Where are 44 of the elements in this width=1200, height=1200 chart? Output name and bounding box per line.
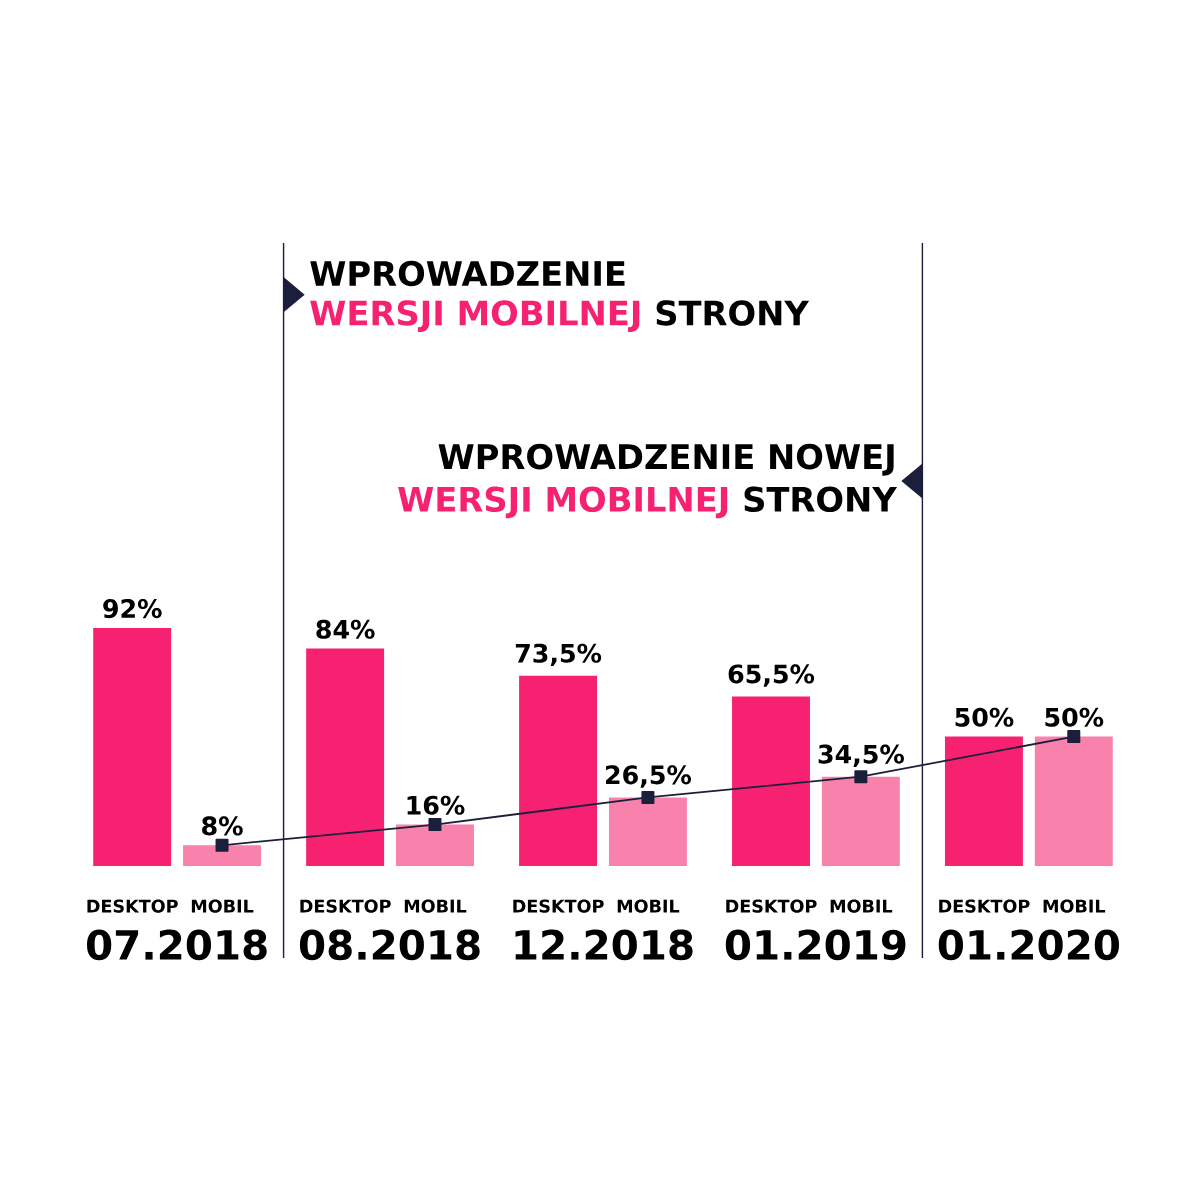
data-label: 73,5% xyxy=(515,643,602,667)
bar xyxy=(183,845,262,866)
data-label: 50% xyxy=(955,707,1014,727)
text: WERSJI MOBILNEJ STRONY xyxy=(310,300,810,333)
x-tick-label: 07.2018 xyxy=(87,929,267,961)
data-label: 8% xyxy=(202,816,243,836)
data-label: 34,5% xyxy=(818,744,904,767)
text: MOBIL xyxy=(830,899,893,913)
point xyxy=(428,818,442,832)
text: DESKTOP xyxy=(726,899,817,913)
bar xyxy=(93,627,172,866)
bar xyxy=(608,797,687,866)
text: WERSJI MOBILNEJ STRONY xyxy=(398,486,898,519)
bar xyxy=(396,824,474,866)
text: DESKTOP xyxy=(939,899,1030,913)
x-tick-label: 12.2018 xyxy=(515,929,693,961)
bar xyxy=(944,736,1023,866)
text: WPROWADZENIE NOWEJ xyxy=(438,443,894,476)
bar xyxy=(732,696,810,866)
series-label: MOBIL xyxy=(191,899,254,913)
x-tick-label: 08.2018 xyxy=(299,929,480,961)
bar xyxy=(1034,736,1113,866)
text: DESKTOP xyxy=(87,899,178,913)
data-label: 16% xyxy=(407,795,465,815)
x-tick-label: 01.2020 xyxy=(938,929,1120,961)
text: MOBIL xyxy=(404,899,467,913)
data-label: 26,5% xyxy=(606,765,692,788)
point xyxy=(641,790,655,804)
text: WPROWADZENIE xyxy=(310,260,625,287)
data-label: 84% xyxy=(316,619,375,639)
point xyxy=(1067,730,1081,744)
point xyxy=(215,838,229,852)
data-label: 50% xyxy=(1045,707,1104,727)
bar xyxy=(519,675,598,866)
bar xyxy=(306,648,385,866)
data-label: 92% xyxy=(103,599,162,619)
x-tick-label: 01.2019 xyxy=(725,929,906,961)
point xyxy=(854,770,868,784)
text: DESKTOP xyxy=(300,899,391,913)
series-label: DESKTOP xyxy=(513,899,604,913)
text: MOBIL xyxy=(1043,899,1106,913)
text: MOBIL xyxy=(617,899,680,913)
bar xyxy=(821,776,900,866)
data-label: 65,5% xyxy=(728,664,815,687)
